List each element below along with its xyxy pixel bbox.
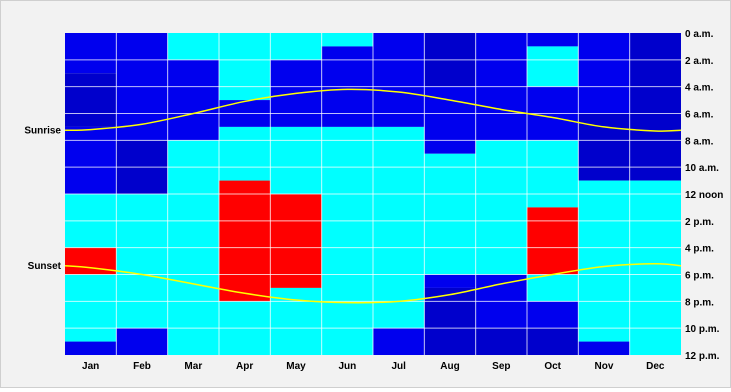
x-tick-label-jul: Jul	[391, 361, 406, 372]
x-tick-label-nov: Nov	[595, 361, 614, 372]
y-tick-label: 12 p.m.	[685, 351, 720, 362]
heatmap-cell-jul	[373, 33, 425, 127]
heatmap-cell-sep	[475, 140, 527, 275]
heatmap-cell-may	[270, 287, 322, 355]
heatmap-cell-feb	[116, 194, 168, 329]
y-tick-label: 2 a.m.	[685, 56, 714, 67]
sunset-label: Sunset	[28, 261, 62, 272]
x-tick-label-may: May	[286, 361, 306, 372]
y-tick-label: 10 p.m.	[685, 324, 720, 335]
x-tick-label-dec: Dec	[646, 361, 665, 372]
x-tick-label-jan: Jan	[82, 361, 99, 372]
heatmap-cell-jan	[65, 126, 117, 194]
series-labels: Sunrise Sunset	[24, 125, 61, 272]
heatmap-cell-jul	[373, 328, 425, 355]
heatmap-cell-feb	[116, 328, 168, 355]
sunrise-label: Sunrise	[24, 125, 61, 136]
y-tick-label: 8 a.m.	[685, 136, 714, 147]
heatmap-cell-jan	[65, 341, 117, 355]
sunset-curve	[64, 263, 682, 304]
heatmap-cell-jan	[65, 33, 117, 74]
heatmap-cell-oct	[527, 301, 579, 329]
y-tick-label: 6 a.m.	[685, 110, 714, 121]
y-tick-label: 12 noon	[685, 190, 723, 201]
y-tick-label: 8 p.m.	[685, 297, 714, 308]
sunrise-curve	[64, 88, 682, 132]
heatmap-cell-jun	[321, 126, 373, 356]
heatmap-cell-oct	[527, 328, 579, 355]
heatmap-cell-dec	[629, 180, 681, 355]
y-tick-label: 10 a.m.	[685, 163, 719, 174]
heatmap-cell-jan	[65, 274, 117, 342]
heatmap-cell-aug	[424, 153, 476, 275]
heatmap-cell-apr	[219, 180, 271, 302]
heatmap-cell-oct	[527, 33, 579, 47]
heatmap-cell-sep	[475, 328, 527, 355]
heatmap-cell-oct	[527, 140, 579, 208]
grid-lines	[65, 33, 681, 355]
heatmap-cell-jul	[373, 126, 425, 329]
heatmap-cell-nov	[578, 180, 630, 342]
x-tick-labels: Jan Feb Mar Apr May Jun Jul Aug Sep Oct Nov Dec	[82, 361, 665, 372]
x-tick-label-jun: Jun	[338, 361, 356, 372]
y-tick-label: 4 p.m.	[685, 244, 714, 255]
heatmap-cell-nov	[578, 341, 630, 355]
heatmap-cell-dec	[629, 33, 681, 181]
x-tick-label-apr: Apr	[236, 361, 253, 372]
sun-curves	[64, 88, 682, 304]
x-tick-label-oct: Oct	[544, 361, 561, 372]
heatmap-cell-jun	[321, 33, 373, 47]
y-tick-label: 2 p.m.	[685, 217, 714, 228]
x-tick-label-sep: Sep	[492, 361, 510, 372]
y-tick-label: 4 a.m.	[685, 83, 714, 94]
heatmap-cell-mar	[167, 33, 219, 60]
heatmap-cell-aug	[424, 274, 476, 288]
heatmap-cell-apr	[219, 126, 271, 181]
y-tick-label: 0 a.m.	[685, 29, 714, 40]
heatmap-cell-mar	[167, 59, 219, 141]
heatmap-cell-aug	[424, 287, 476, 355]
x-tick-label-aug: Aug	[440, 361, 459, 372]
heatmap-cell-may	[270, 126, 322, 194]
heatmap-cell-may	[270, 33, 322, 60]
y-tick-labels: 0 a.m. 2 a.m. 4 a.m. 6 a.m. 8 a.m. 10 a.m. 12 …	[685, 29, 723, 362]
heatmap-cell-apr	[219, 33, 271, 101]
heatmap-cell-oct	[527, 207, 579, 275]
heatmap-cell-nov	[578, 33, 630, 114]
y-tick-label: 6 p.m.	[685, 271, 714, 282]
heatmap-cell-jan	[65, 73, 117, 127]
x-tick-label-feb: Feb	[133, 361, 151, 372]
heatmap-cell-may	[270, 194, 322, 288]
heatmap-cell-oct	[527, 274, 579, 302]
x-tick-label-mar: Mar	[184, 361, 202, 372]
heatmap-cell-oct	[527, 46, 579, 87]
